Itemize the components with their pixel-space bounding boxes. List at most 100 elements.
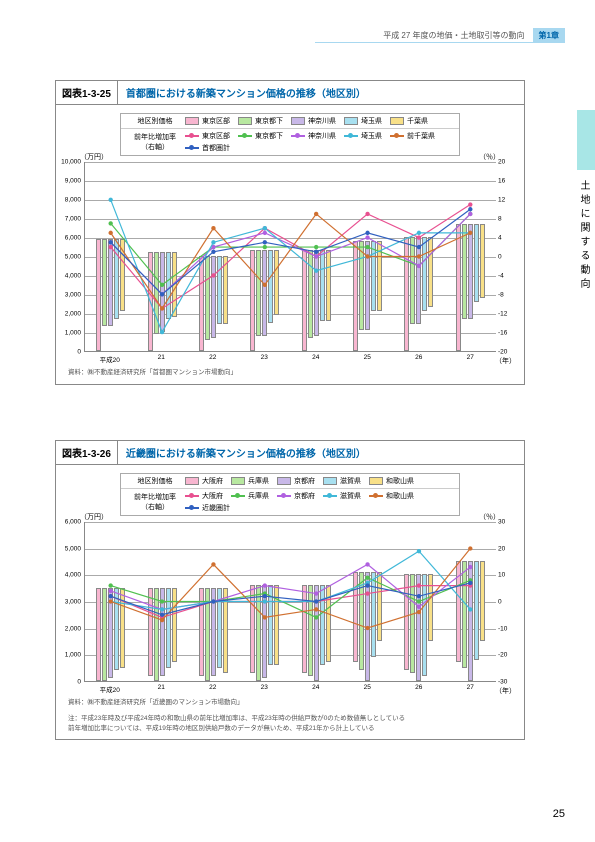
legend-item: 滋賀県 <box>323 476 361 486</box>
marker <box>314 599 318 603</box>
x-labels: 平成2021222324252627 <box>84 352 496 364</box>
marker <box>211 273 215 277</box>
legend-item: 東京区部 <box>185 116 230 126</box>
legend-marker <box>344 132 358 140</box>
y2-tick: 10 <box>498 572 518 579</box>
marker <box>417 245 421 249</box>
y2-tick: -4 <box>498 273 518 280</box>
y-tick: 1,000 <box>55 652 81 659</box>
marker <box>160 306 164 310</box>
marker <box>417 235 421 239</box>
marker <box>417 594 421 598</box>
marker <box>365 591 369 595</box>
legend-text: 和歌山県 <box>386 491 414 501</box>
y2-tick: 12 <box>498 197 518 204</box>
x-label: 25 <box>342 354 394 364</box>
header-text: 平成 27 年度の地価・土地取引等の動向 <box>383 30 524 41</box>
chart-1: 図表1-3-25首都圏における新築マンション価格の推移（地区別）地区別価格東京区… <box>55 80 525 385</box>
chart-num: 図表1-3-25 <box>56 81 118 104</box>
chart-title: 近畿圏における新築マンション価格の推移（地区別） <box>118 441 374 464</box>
legend-item: 兵庫県 <box>231 476 269 486</box>
marker <box>365 245 369 249</box>
legend-marker <box>185 492 199 500</box>
marker <box>108 594 112 598</box>
y-tick: 2,000 <box>55 311 81 318</box>
y-tick: 0 <box>55 349 81 356</box>
marker <box>417 599 421 603</box>
marker <box>417 231 421 235</box>
legend-item: 埼玉県 <box>344 131 382 141</box>
marker <box>108 240 112 244</box>
marker <box>108 198 112 202</box>
y-tick: 6,000 <box>55 235 81 242</box>
y-tick: 5,000 <box>55 254 81 261</box>
legend-item: 埼玉県 <box>344 116 382 126</box>
marker <box>263 226 267 230</box>
y-tick: 4,000 <box>55 273 81 280</box>
x-unit: （年） <box>495 686 516 696</box>
marker <box>468 207 472 211</box>
marker <box>314 268 318 272</box>
x-unit: （年） <box>495 356 516 366</box>
side-text: 土地に関する動向 <box>576 180 591 292</box>
marker <box>263 245 267 249</box>
legend-item: 東京区部 <box>185 131 230 141</box>
chart-2: 図表1-3-26近畿圏における新築マンション価格の推移（地区別）地区別価格大阪府… <box>55 440 525 740</box>
marker <box>160 599 164 603</box>
note: 注：平成23年時及び平成24年時の和歌山県の前年比増加率は、平成23年時の供給戸… <box>68 714 512 734</box>
legend-text: 滋賀県 <box>340 476 361 486</box>
legend-swatch <box>390 117 404 125</box>
legend-line-label: 前年比増加率 （右軸） <box>125 132 185 152</box>
line <box>111 578 471 618</box>
marker <box>108 221 112 225</box>
header-rule <box>315 42 565 43</box>
legend-item: 神奈川県 <box>291 131 336 141</box>
marker <box>211 562 215 566</box>
y-tick: 7,000 <box>55 216 81 223</box>
plot: （万円）（％）01,0002,0003,0004,0005,0006,000-3… <box>84 522 496 694</box>
marker <box>417 583 421 587</box>
legend-swatch <box>344 117 358 125</box>
marker <box>108 245 112 249</box>
y-tick: 1,000 <box>55 330 81 337</box>
legend-marker <box>185 504 199 512</box>
legend-marker <box>277 492 291 500</box>
legend-bar-label: 地区別価格 <box>125 476 185 486</box>
page-number: 25 <box>553 808 565 820</box>
y2-tick: 16 <box>498 178 518 185</box>
marker <box>160 613 164 617</box>
line <box>111 564 471 609</box>
marker <box>314 245 318 249</box>
y2-unit: （％） <box>479 512 500 522</box>
x-label: 24 <box>290 354 342 364</box>
legend-text: 埼玉県 <box>361 131 382 141</box>
legend-item: 東京都下 <box>238 116 283 126</box>
y2-tick: -20 <box>498 349 518 356</box>
legend-item: 兵庫県 <box>231 491 269 501</box>
y-tick: 9,000 <box>55 178 81 185</box>
legend-item: 首都圏計 <box>185 143 230 153</box>
legend-swatch <box>185 117 199 125</box>
legend-item: 前千葉県 <box>390 131 435 141</box>
legend-text: 神奈川県 <box>308 131 336 141</box>
legend-bar-label: 地区別価格 <box>125 116 185 126</box>
marker <box>365 254 369 258</box>
marker <box>417 254 421 258</box>
legend-text: 和歌山県 <box>386 476 414 486</box>
x-labels: 平成2021222324252627 <box>84 682 496 694</box>
marker <box>263 583 267 587</box>
legend-marker <box>369 492 383 500</box>
legend-marker <box>185 144 199 152</box>
legend-marker <box>185 132 199 140</box>
y2-tick: 30 <box>498 519 518 526</box>
x-label: 24 <box>290 684 342 694</box>
marker <box>365 562 369 566</box>
y2-tick: 20 <box>498 159 518 166</box>
marker <box>314 607 318 611</box>
y-tick: 3,000 <box>55 292 81 299</box>
marker <box>263 240 267 244</box>
marker <box>263 283 267 287</box>
legend-item: 神奈川県 <box>291 116 336 126</box>
legend-text: 近畿圏計 <box>202 503 230 513</box>
y2-tick: -20 <box>498 652 518 659</box>
